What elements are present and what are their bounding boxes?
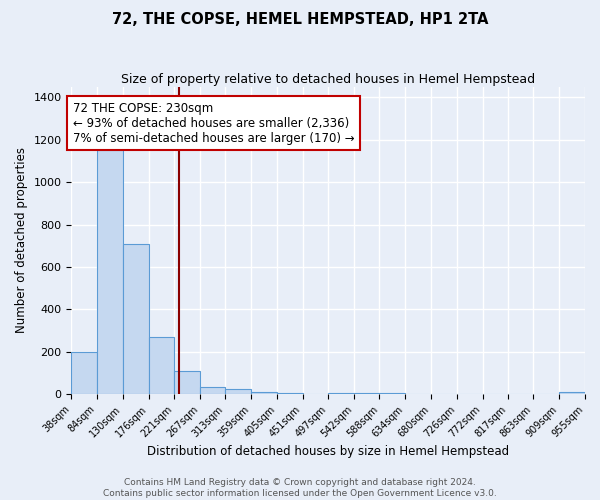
Text: 72, THE COPSE, HEMEL HEMPSTEAD, HP1 2TA: 72, THE COPSE, HEMEL HEMPSTEAD, HP1 2TA	[112, 12, 488, 28]
Bar	[97, 150, 123, 394]
Text: Contains HM Land Registry data © Crown copyright and database right 2024.
Contai: Contains HM Land Registry data © Crown c…	[103, 478, 497, 498]
Bar	[174, 371, 200, 394]
Bar	[200, 387, 226, 394]
Bar	[71, 352, 97, 394]
Bar	[328, 393, 353, 394]
Bar	[226, 389, 251, 394]
Bar	[277, 393, 303, 394]
Bar	[559, 392, 585, 394]
Bar	[149, 337, 174, 394]
Bar	[379, 393, 405, 394]
X-axis label: Distribution of detached houses by size in Hemel Hempstead: Distribution of detached houses by size …	[147, 444, 509, 458]
Bar	[123, 244, 149, 394]
Text: 72 THE COPSE: 230sqm
← 93% of detached houses are smaller (2,336)
7% of semi-det: 72 THE COPSE: 230sqm ← 93% of detached h…	[73, 102, 354, 144]
Bar	[353, 393, 379, 394]
Bar	[251, 392, 277, 394]
Title: Size of property relative to detached houses in Hemel Hempstead: Size of property relative to detached ho…	[121, 72, 535, 86]
Y-axis label: Number of detached properties: Number of detached properties	[15, 148, 28, 334]
